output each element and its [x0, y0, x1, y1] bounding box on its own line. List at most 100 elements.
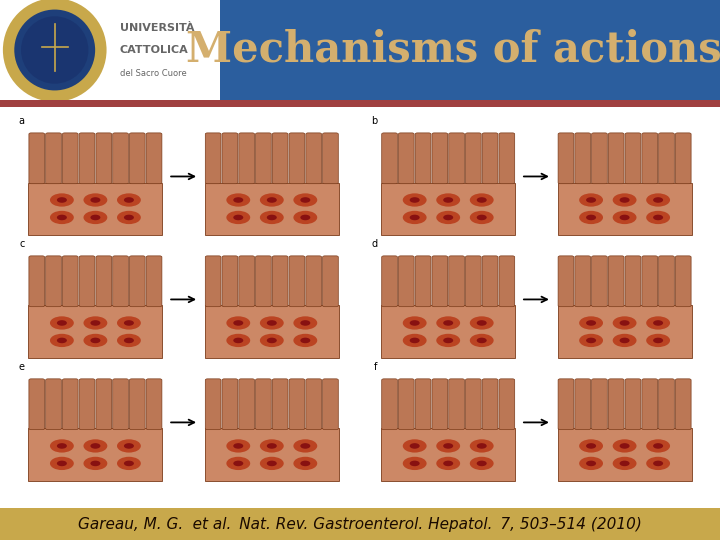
Text: b: b	[372, 116, 377, 126]
FancyBboxPatch shape	[558, 379, 574, 430]
Circle shape	[653, 215, 663, 220]
Circle shape	[586, 443, 596, 449]
Circle shape	[579, 211, 603, 224]
Circle shape	[293, 316, 318, 329]
FancyBboxPatch shape	[45, 256, 61, 307]
Circle shape	[124, 443, 134, 449]
FancyBboxPatch shape	[256, 379, 271, 430]
FancyBboxPatch shape	[239, 133, 254, 184]
FancyBboxPatch shape	[222, 379, 238, 430]
Circle shape	[436, 457, 460, 470]
FancyBboxPatch shape	[272, 379, 288, 430]
FancyBboxPatch shape	[608, 379, 624, 430]
Circle shape	[402, 211, 427, 224]
FancyBboxPatch shape	[272, 256, 288, 307]
Circle shape	[226, 457, 251, 470]
FancyBboxPatch shape	[659, 379, 675, 430]
Circle shape	[226, 211, 251, 224]
FancyBboxPatch shape	[130, 256, 145, 307]
Circle shape	[124, 461, 134, 466]
FancyBboxPatch shape	[432, 133, 448, 184]
Circle shape	[50, 211, 74, 224]
Circle shape	[586, 197, 596, 203]
Circle shape	[233, 443, 243, 449]
Circle shape	[50, 334, 74, 347]
Circle shape	[84, 440, 107, 453]
Circle shape	[653, 320, 663, 326]
FancyBboxPatch shape	[558, 133, 574, 184]
Circle shape	[653, 443, 663, 449]
Text: a: a	[19, 116, 24, 126]
Circle shape	[267, 215, 276, 220]
Circle shape	[117, 457, 141, 470]
FancyBboxPatch shape	[382, 133, 397, 184]
Circle shape	[402, 316, 427, 329]
Circle shape	[91, 215, 100, 220]
Circle shape	[50, 440, 74, 453]
Bar	[28, 306, 163, 358]
FancyBboxPatch shape	[96, 379, 112, 430]
FancyBboxPatch shape	[499, 133, 515, 184]
Circle shape	[444, 443, 453, 449]
Circle shape	[436, 211, 460, 224]
Circle shape	[469, 440, 494, 453]
FancyBboxPatch shape	[256, 256, 271, 307]
FancyBboxPatch shape	[432, 379, 448, 430]
FancyBboxPatch shape	[306, 379, 322, 430]
FancyBboxPatch shape	[398, 379, 414, 430]
Circle shape	[57, 320, 67, 326]
Bar	[0, 0, 220, 100]
Circle shape	[469, 193, 494, 207]
FancyBboxPatch shape	[130, 133, 145, 184]
Circle shape	[293, 334, 318, 347]
Circle shape	[293, 440, 318, 453]
Text: f: f	[374, 362, 377, 372]
FancyBboxPatch shape	[146, 133, 162, 184]
FancyBboxPatch shape	[642, 256, 657, 307]
Circle shape	[117, 193, 141, 207]
FancyBboxPatch shape	[415, 133, 431, 184]
Bar	[204, 306, 339, 358]
Circle shape	[50, 457, 74, 470]
Circle shape	[267, 461, 276, 466]
Circle shape	[84, 211, 107, 224]
Circle shape	[84, 334, 107, 347]
Circle shape	[226, 440, 251, 453]
FancyBboxPatch shape	[482, 256, 498, 307]
Circle shape	[300, 320, 310, 326]
FancyBboxPatch shape	[482, 379, 498, 430]
FancyBboxPatch shape	[449, 256, 464, 307]
FancyBboxPatch shape	[592, 256, 607, 307]
Circle shape	[293, 193, 318, 207]
Circle shape	[653, 197, 663, 203]
FancyBboxPatch shape	[575, 256, 590, 307]
FancyBboxPatch shape	[222, 133, 238, 184]
FancyBboxPatch shape	[415, 256, 431, 307]
FancyBboxPatch shape	[289, 133, 305, 184]
Circle shape	[410, 443, 420, 449]
FancyBboxPatch shape	[415, 379, 431, 430]
Circle shape	[444, 197, 453, 203]
Circle shape	[117, 440, 141, 453]
Circle shape	[477, 215, 487, 220]
Circle shape	[579, 193, 603, 207]
Circle shape	[620, 197, 629, 203]
Bar	[381, 183, 516, 235]
FancyBboxPatch shape	[608, 256, 624, 307]
Circle shape	[579, 440, 603, 453]
Circle shape	[91, 197, 100, 203]
Text: d: d	[372, 239, 377, 249]
FancyBboxPatch shape	[466, 256, 481, 307]
Circle shape	[469, 457, 494, 470]
FancyBboxPatch shape	[29, 256, 45, 307]
FancyBboxPatch shape	[289, 256, 305, 307]
Circle shape	[646, 457, 670, 470]
Text: del Sacro Cuore: del Sacro Cuore	[120, 70, 186, 78]
FancyBboxPatch shape	[592, 133, 607, 184]
Circle shape	[124, 320, 134, 326]
Circle shape	[267, 197, 276, 203]
Circle shape	[300, 443, 310, 449]
FancyBboxPatch shape	[575, 133, 590, 184]
Bar	[381, 428, 516, 481]
Circle shape	[267, 320, 276, 326]
